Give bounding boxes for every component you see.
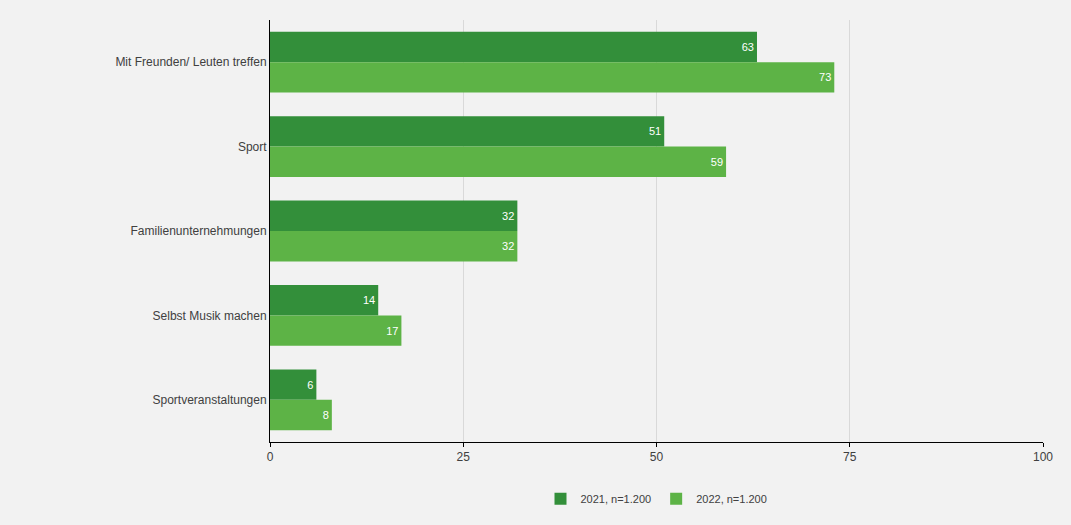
svg-text:25: 25: [457, 450, 471, 464]
svg-text:2021, n=1.200: 2021, n=1.200: [581, 493, 652, 505]
svg-text:Sportveranstaltungen: Sportveranstaltungen: [153, 393, 267, 407]
svg-text:Mit Freunden/ Leuten treffen: Mit Freunden/ Leuten treffen: [115, 55, 266, 69]
svg-text:100: 100: [1033, 450, 1053, 464]
svg-text:17: 17: [386, 325, 398, 337]
svg-text:Selbst Musik machen: Selbst Musik machen: [153, 309, 267, 323]
svg-text:73: 73: [819, 71, 831, 83]
svg-text:0: 0: [267, 450, 274, 464]
svg-text:14: 14: [363, 294, 375, 306]
svg-text:50: 50: [650, 450, 664, 464]
svg-text:Sport: Sport: [238, 140, 267, 154]
svg-text:59: 59: [711, 156, 723, 168]
svg-text:8: 8: [323, 409, 329, 421]
svg-text:6: 6: [307, 379, 313, 391]
svg-text:32: 32: [502, 210, 514, 222]
svg-text:2022, n=1.200: 2022, n=1.200: [696, 493, 767, 505]
svg-text:32: 32: [502, 240, 514, 252]
svg-text:51: 51: [649, 125, 661, 137]
svg-text:Familienunternehmungen: Familienunternehmungen: [131, 224, 267, 238]
svg-text:63: 63: [742, 41, 754, 53]
svg-text:75: 75: [843, 450, 857, 464]
